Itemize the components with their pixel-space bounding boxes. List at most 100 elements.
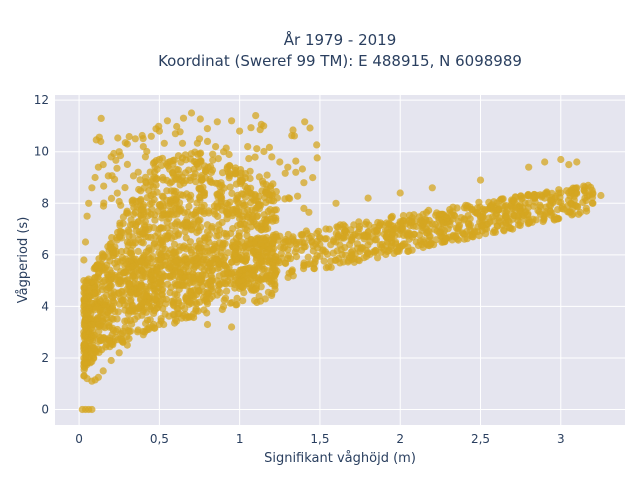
data-point <box>266 184 275 192</box>
data-point <box>300 204 308 212</box>
data-point <box>285 194 293 202</box>
data-point <box>565 161 573 169</box>
data-point <box>196 298 204 306</box>
data-point <box>213 247 221 256</box>
data-point <box>307 232 315 241</box>
data-point <box>206 175 214 183</box>
data-point <box>282 259 290 268</box>
data-point <box>252 112 260 120</box>
data-point <box>263 217 271 226</box>
data-point <box>186 238 194 246</box>
data-point <box>197 184 205 192</box>
data-point <box>99 367 107 375</box>
data-point <box>236 176 245 184</box>
data-point <box>168 178 176 186</box>
data-point <box>137 258 145 266</box>
data-point <box>218 218 226 227</box>
data-point <box>231 166 239 175</box>
data-point <box>294 192 302 200</box>
data-point <box>211 210 219 218</box>
data-point <box>452 232 460 240</box>
data-point <box>265 143 273 151</box>
data-point <box>554 214 562 223</box>
data-point <box>428 184 436 192</box>
data-point <box>228 258 236 266</box>
data-point <box>136 176 144 184</box>
y-axis-title: Vågperiod (s) <box>16 217 31 304</box>
data-point <box>369 248 377 256</box>
data-point <box>496 196 504 205</box>
y-tick-label: 4 <box>41 299 49 313</box>
data-point <box>102 291 110 299</box>
data-point <box>171 263 179 271</box>
data-point <box>243 231 251 239</box>
data-point <box>476 213 484 221</box>
data-point <box>476 203 484 211</box>
data-point <box>133 203 141 211</box>
data-point <box>189 277 197 285</box>
data-point <box>203 320 212 329</box>
data-point <box>268 267 276 275</box>
data-point <box>272 230 280 238</box>
data-point <box>222 199 230 207</box>
data-point <box>341 251 350 259</box>
data-point <box>127 216 135 224</box>
data-point <box>244 143 252 151</box>
data-point <box>204 163 212 171</box>
data-point <box>101 276 109 284</box>
data-point <box>223 287 231 295</box>
data-point <box>203 125 211 133</box>
data-point <box>124 326 133 334</box>
data-point <box>123 160 131 168</box>
data-point <box>555 198 563 206</box>
data-point <box>203 221 211 229</box>
data-point <box>241 182 249 190</box>
data-point <box>170 240 179 248</box>
data-point <box>502 212 510 221</box>
data-point <box>221 240 229 248</box>
data-point <box>433 209 441 217</box>
data-point <box>226 170 234 178</box>
data-point <box>292 157 300 165</box>
data-point <box>261 194 269 202</box>
data-point <box>195 287 203 295</box>
data-point <box>151 295 159 303</box>
data-point <box>297 231 305 239</box>
data-point <box>393 244 401 252</box>
x-axis-ticks: 0 0,5 1 1,5 2 2,5 3 <box>75 432 564 446</box>
data-point <box>174 297 182 305</box>
data-point <box>301 118 309 126</box>
data-point <box>327 257 335 265</box>
data-point <box>557 155 565 164</box>
data-point <box>545 201 554 209</box>
data-point <box>214 155 222 163</box>
data-point <box>342 232 350 240</box>
data-point <box>215 231 223 240</box>
data-point <box>179 312 188 320</box>
data-point <box>109 294 117 302</box>
data-point <box>100 182 108 190</box>
data-point <box>245 280 253 288</box>
data-point <box>226 299 234 307</box>
data-point <box>212 143 220 151</box>
data-point <box>158 154 166 162</box>
data-point <box>245 155 253 163</box>
data-point <box>85 275 93 283</box>
data-point <box>500 226 508 234</box>
data-point <box>137 296 145 304</box>
data-point <box>179 114 188 122</box>
data-point <box>300 179 308 187</box>
data-point <box>83 212 91 220</box>
data-point <box>94 373 102 381</box>
data-point <box>146 181 154 189</box>
data-point <box>174 310 182 318</box>
data-point <box>237 166 245 174</box>
data-point <box>305 208 313 216</box>
data-point <box>588 186 596 194</box>
data-point <box>185 243 193 251</box>
data-point <box>268 153 276 161</box>
data-point <box>135 197 143 205</box>
data-point <box>179 274 187 282</box>
data-point <box>507 224 515 232</box>
data-point <box>228 270 236 278</box>
